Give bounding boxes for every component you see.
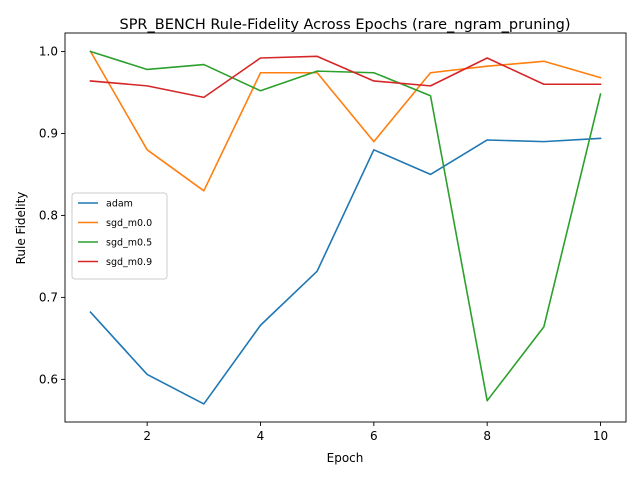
x-tick-label: 10 <box>593 429 608 443</box>
series-line-sgd_m0.0 <box>89 50 602 192</box>
x-tick-label: 6 <box>370 429 378 443</box>
legend-label-sgd_m0.0: sgd_m0.0 <box>106 218 152 229</box>
y-axis-label: Rule Fidelity <box>14 192 28 265</box>
x-tick-label: 8 <box>483 429 491 443</box>
series-line-sgd_m0.5 <box>89 50 602 402</box>
x-axis-label: Epoch <box>327 451 364 465</box>
y-tick-label: 0.8 <box>39 208 58 222</box>
y-axis: 0.6 0.7 0.8 0.9 1.0 <box>39 44 65 386</box>
legend-label-sgd_m0.9: sgd_m0.9 <box>106 257 152 268</box>
legend-label-sgd_m0.5: sgd_m0.5 <box>106 238 152 249</box>
plot-frame <box>64 32 627 423</box>
series-line-adam <box>89 137 602 405</box>
x-tick-label: 4 <box>257 429 265 443</box>
legend: adam sgd_m0.0 sgd_m0.5 sgd_m0.9 <box>71 192 168 280</box>
chart-title: SPR_BENCH Rule-Fidelity Across Epochs (r… <box>119 17 570 33</box>
y-tick-label: 1.0 <box>39 44 58 58</box>
x-axis: 2 4 6 8 10 <box>143 422 608 443</box>
legend-box <box>71 192 168 280</box>
legend-label-adam: adam <box>106 199 133 210</box>
y-tick-label: 0.9 <box>39 126 58 140</box>
plot-lines <box>89 50 602 405</box>
series-line-sgd_m0.9 <box>89 55 602 99</box>
x-tick-label: 2 <box>143 429 151 443</box>
y-tick-label: 0.6 <box>39 372 58 386</box>
y-tick-label: 0.7 <box>39 290 58 304</box>
